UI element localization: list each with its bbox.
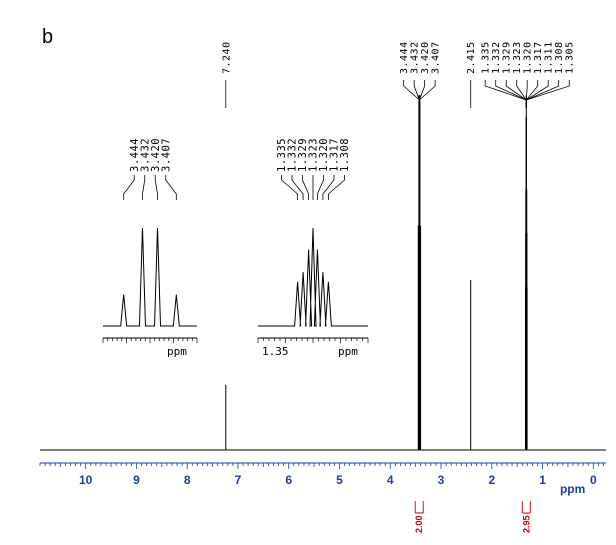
x-tick-label: 0 xyxy=(590,473,597,487)
peak-label: 1.317 xyxy=(533,41,544,74)
peak-label: 1.323 xyxy=(512,41,523,74)
x-tick-label: 4 xyxy=(387,473,394,487)
inset-leader xyxy=(281,175,298,200)
peak-label: 3.432 xyxy=(410,41,421,74)
peak-leader xyxy=(484,80,527,108)
inset-peak-label: 1.317 xyxy=(329,138,341,172)
x-tick-label: 3 xyxy=(438,473,445,487)
inset-peak-label: 1.329 xyxy=(297,138,309,172)
inset-leader xyxy=(142,175,146,200)
peak-leader xyxy=(525,80,570,108)
inset-peak-label: 1.320 xyxy=(318,138,330,172)
inset-trace xyxy=(103,227,197,327)
integral-label: 2.00 xyxy=(414,515,424,533)
inset-leader xyxy=(317,175,324,200)
x-tick-label: 10 xyxy=(79,473,93,487)
inset-axis-unit: ppm xyxy=(167,345,187,358)
integral-label: 2.95 xyxy=(521,515,531,533)
inset-leader xyxy=(291,175,304,200)
inset-peak-label: 3.444 xyxy=(129,138,141,172)
inset-leader xyxy=(123,175,135,200)
inset-peak-label: 3.407 xyxy=(160,138,172,172)
inset-peak-label: 3.432 xyxy=(139,138,151,172)
expansion-insets: 3.4443.4323.4203.407ppm1.3351.3321.3291.… xyxy=(102,138,369,358)
peak-label-groups: 7.240 3.444 3.432 3.420 3.407 2.415 1.335 1.332… xyxy=(221,41,576,108)
peak-label: 1.332 xyxy=(491,41,502,74)
x-axis-unit: ppm xyxy=(560,482,585,496)
peak-label: 7.240 xyxy=(221,41,232,74)
x-tick-label: 1 xyxy=(539,473,546,487)
peak-label: 3.444 xyxy=(399,41,410,74)
peak-label: 1.305 xyxy=(565,41,576,74)
x-tick-label: 7 xyxy=(235,473,242,487)
inset-tick-label: 1.35 xyxy=(262,345,289,358)
x-tick-label: 2 xyxy=(488,473,495,487)
peak-leader xyxy=(418,80,436,108)
peak-label: 3.420 xyxy=(420,41,431,74)
peak-label: 1.329 xyxy=(502,41,513,74)
inset-peak-label: 1.323 xyxy=(308,138,320,172)
inset-peak-label: 1.308 xyxy=(339,138,351,172)
inset-leader xyxy=(154,175,158,200)
inset-leader xyxy=(302,175,309,200)
integral-labels: 2.00 2.95 xyxy=(414,501,531,533)
peak-label: 3.407 xyxy=(431,41,442,74)
peak-label: 2.415 xyxy=(466,41,477,74)
inset-axis-unit: ppm xyxy=(338,345,358,358)
panel-label: b xyxy=(42,26,53,48)
inset-leader xyxy=(165,175,177,200)
peak-label: 1.311 xyxy=(544,41,555,74)
peak-label: 1.335 xyxy=(481,41,492,74)
x-tick-label: 8 xyxy=(184,473,191,487)
spectrum-peaks xyxy=(225,95,528,450)
peak-label: 1.320 xyxy=(523,41,534,74)
integral-bracket xyxy=(521,501,531,514)
x-tick-label: 5 xyxy=(336,473,343,487)
x-tick-label: 9 xyxy=(133,473,140,487)
inset-leader xyxy=(328,175,345,200)
x-tick-label: 6 xyxy=(285,473,292,487)
inset-peak-label: 3.420 xyxy=(150,138,162,172)
inset-peak-label: 1.335 xyxy=(276,138,288,172)
inset-leader xyxy=(322,175,335,200)
integral-bracket xyxy=(414,501,424,514)
inset-peak-label: 1.332 xyxy=(287,138,299,172)
inset-trace xyxy=(258,227,368,327)
peak-label: 1.308 xyxy=(554,41,565,74)
